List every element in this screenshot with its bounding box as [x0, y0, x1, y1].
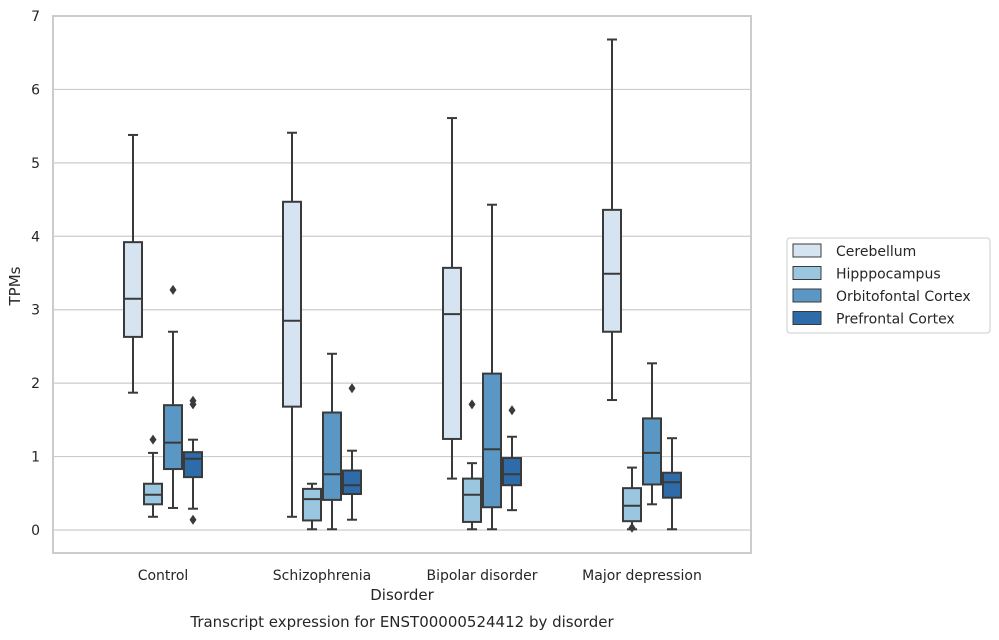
- y-tick-label: 6: [31, 82, 40, 98]
- legend-label: Hipppocampus: [836, 267, 941, 283]
- iqr-box: [482, 372, 502, 509]
- iqr-box: [163, 404, 183, 471]
- chart-caption: Transcript expression for ENST0000052441…: [189, 613, 614, 631]
- y-tick-label: 2: [31, 376, 40, 392]
- iqr-box: [502, 457, 522, 487]
- box-orbitofontal-cortex: [163, 284, 183, 509]
- outlier-point: [169, 284, 177, 295]
- y-tick-label: 3: [31, 303, 40, 319]
- box-cerebellum: [442, 117, 462, 480]
- iqr-box: [322, 411, 342, 501]
- box-orbitofontal-cortex: [482, 203, 502, 531]
- iqr-box: [302, 487, 322, 522]
- iqr-box: [622, 487, 642, 523]
- box-hipppocampus: [302, 482, 322, 531]
- iqr-box: [442, 266, 462, 440]
- x-tick-label: Major depression: [582, 568, 702, 584]
- x-tick-labels: Control Schizophrenia Bipolar disorder Majo…: [138, 568, 702, 584]
- y-tick-label: 0: [31, 523, 40, 539]
- y-tick-labels: 0 1 2 3 4 5 6 7: [31, 9, 40, 539]
- box-orbitofontal-cortex: [642, 362, 662, 506]
- x-tick-label: Control: [138, 568, 189, 584]
- outlier-point: [189, 395, 197, 406]
- y-tick-label: 5: [31, 156, 40, 172]
- box-hipppocampus: [143, 434, 163, 518]
- box-cerebellum: [602, 38, 622, 402]
- x-tick-label: Schizophrenia: [273, 568, 371, 584]
- iqr-box: [282, 200, 302, 408]
- legend-swatch: [792, 311, 822, 325]
- legend-swatch: [792, 288, 822, 303]
- outlier-point: [508, 405, 516, 416]
- legend-label: Orbitofontal Cortex: [836, 289, 971, 305]
- iqr-box: [602, 208, 622, 333]
- plot-frame: [52, 15, 752, 554]
- y-axis-label: TPMs: [6, 266, 24, 306]
- y-tick-label: 1: [31, 450, 40, 466]
- box-hipppocampus: [622, 466, 642, 533]
- outlier-point: [628, 522, 636, 533]
- outlier-point: [189, 514, 197, 525]
- outlier-point: [468, 399, 476, 410]
- box-cerebellum: [282, 131, 302, 518]
- iqr-box: [342, 469, 362, 496]
- box-prefrontal-cortex: [342, 383, 362, 521]
- box-orbitofontal-cortex: [322, 352, 342, 531]
- legend-label: Cerebellum: [836, 244, 916, 260]
- box-prefrontal-cortex: [183, 395, 203, 525]
- outlier-point: [149, 434, 157, 445]
- y-tick-label: 4: [31, 229, 40, 245]
- legend: Cerebellum Hipppocampus Orbitofontal Corte…: [786, 237, 991, 334]
- legend-frame: [786, 237, 991, 334]
- iqr-box: [462, 477, 482, 523]
- legend-swatch: [792, 243, 822, 258]
- legend-label: Prefrontal Cortex: [836, 312, 955, 328]
- y-tick-label: 7: [31, 9, 40, 25]
- iqr-box: [123, 241, 143, 338]
- box-hipppocampus: [462, 399, 482, 531]
- outlier-point: [348, 383, 356, 394]
- iqr-box: [642, 417, 662, 486]
- legend-swatch: [792, 266, 822, 280]
- x-axis-label: Disorder: [370, 586, 434, 604]
- x-tick-label: Bipolar disorder: [426, 568, 537, 584]
- iqr-box: [183, 451, 203, 479]
- iqr-box: [662, 471, 682, 499]
- box-prefrontal-cortex: [662, 437, 682, 531]
- boxes: [123, 38, 682, 533]
- box-cerebellum: [123, 133, 143, 394]
- box-prefrontal-cortex: [502, 405, 522, 512]
